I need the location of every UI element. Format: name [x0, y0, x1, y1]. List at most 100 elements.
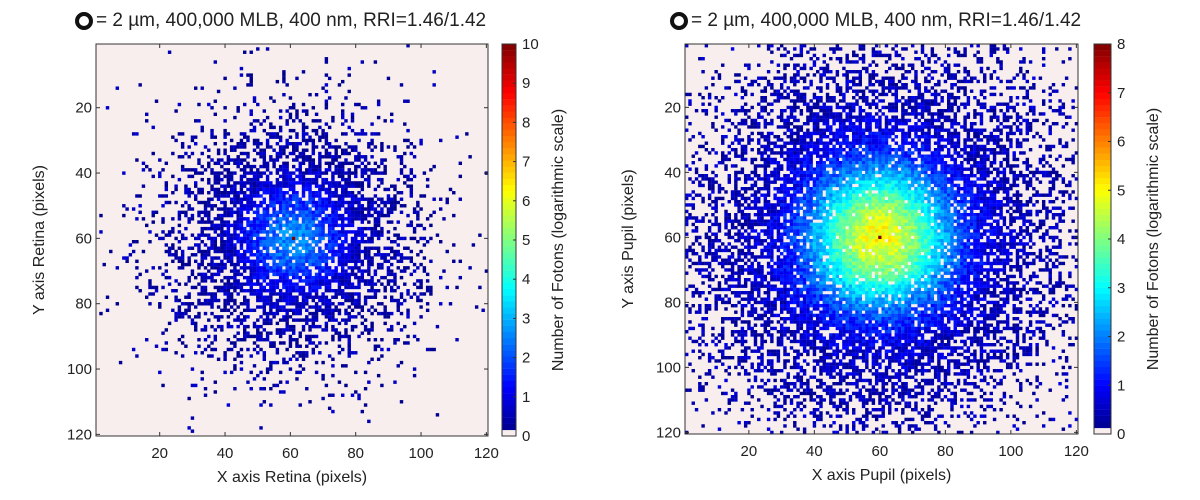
heatmap-cell — [331, 223, 335, 228]
heatmap-cell — [292, 240, 296, 244]
heatmap-cell — [878, 135, 882, 139]
heatmap-cell — [158, 305, 162, 309]
heatmap-cell — [239, 289, 244, 293]
heatmap-cell — [760, 144, 764, 149]
heatmap-cell — [282, 279, 286, 283]
heatmap-cell — [367, 266, 371, 270]
heatmap-cell — [904, 99, 908, 103]
heatmap-cell — [396, 191, 400, 195]
heatmap-cell — [416, 338, 420, 342]
heatmap-cell — [164, 295, 169, 299]
heatmap-cell — [999, 128, 1003, 132]
heatmap-cell — [331, 194, 335, 198]
heatmap-cell — [216, 197, 221, 201]
heatmap-cell — [327, 191, 332, 195]
heatmap-cell — [216, 233, 221, 237]
heatmap-cell — [386, 210, 391, 215]
heatmap-cell — [311, 230, 316, 234]
heatmap-cell — [1074, 122, 1079, 126]
heatmap-cell — [376, 373, 381, 378]
heatmap-cell — [763, 105, 768, 110]
heatmap-cell — [435, 324, 440, 329]
heatmap-cell — [292, 151, 296, 156]
heatmap-cell — [314, 262, 319, 267]
x-tick-label: 60 — [282, 445, 299, 462]
heatmap-cell — [334, 187, 338, 192]
heatmap-cell — [878, 131, 882, 136]
heatmap-cell — [943, 115, 948, 119]
heatmap-cell — [278, 295, 283, 299]
heatmap-cell — [252, 184, 257, 188]
heatmap-cell — [393, 200, 397, 205]
heatmap-cell — [223, 207, 227, 211]
heatmap-cell — [969, 76, 974, 80]
heatmap-cell — [285, 184, 289, 188]
heatmap-cell — [295, 311, 299, 316]
heatmap-cell — [187, 279, 191, 283]
heatmap-cell — [1048, 125, 1052, 129]
heatmap-cell — [390, 249, 394, 254]
heatmap-cell — [213, 230, 218, 234]
heatmap-cell — [275, 279, 280, 283]
heatmap-cell — [1015, 144, 1020, 149]
heatmap-cell — [308, 93, 312, 97]
heatmap-cell — [259, 256, 263, 260]
heatmap-cell — [766, 154, 771, 158]
heatmap-cell — [793, 115, 797, 119]
heatmap-cell — [321, 253, 325, 257]
heatmap-cell — [295, 230, 299, 234]
heatmap-cell — [285, 282, 289, 286]
heatmap-cell — [386, 246, 391, 250]
heatmap-cell — [249, 76, 253, 81]
heatmap-cell — [950, 92, 954, 97]
heatmap-cell — [256, 220, 260, 224]
heatmap-cell — [223, 285, 227, 290]
heatmap-cell — [999, 63, 1003, 67]
heatmap-cell — [256, 275, 260, 280]
heatmap-cell — [216, 266, 221, 270]
heatmap-cell — [131, 132, 136, 136]
heatmap-cell — [278, 328, 283, 332]
heatmap-cell — [243, 259, 247, 264]
heatmap-cell — [884, 105, 889, 110]
heatmap-cell — [714, 128, 718, 132]
heatmap-cell — [776, 138, 781, 142]
heatmap-cell — [835, 138, 840, 142]
heatmap-cell — [380, 253, 384, 257]
heatmap-cell — [177, 177, 182, 182]
heatmap-cell — [399, 158, 404, 162]
heatmap-cell — [920, 141, 925, 145]
heatmap-cell — [269, 132, 273, 136]
heatmap-cell — [311, 145, 316, 149]
heatmap-cell — [252, 275, 257, 280]
heatmap-cell — [688, 102, 692, 106]
heatmap-cell — [197, 161, 201, 166]
heatmap-cell — [842, 73, 846, 77]
chart-title: = 2 µm, 400,000 MLB, 400 nm, RRI=1.46/1.… — [670, 10, 1081, 32]
heatmap-cell — [311, 305, 316, 309]
heatmap-cell — [953, 50, 957, 54]
heatmap-cell — [360, 213, 365, 218]
colorbar-swatch — [502, 405, 516, 412]
heatmap-cell — [308, 184, 312, 188]
heatmap-cell — [226, 282, 231, 286]
heatmap-cell — [164, 184, 169, 188]
heatmap-cell — [825, 115, 830, 119]
heatmap-cell — [115, 86, 120, 90]
heatmap-cell — [249, 354, 253, 358]
heatmap-cell — [249, 171, 253, 175]
heatmap-cell — [399, 295, 404, 299]
heatmap-cell — [953, 99, 957, 103]
heatmap-cell — [419, 285, 423, 290]
heatmap-cell — [347, 200, 351, 205]
heatmap-cell — [865, 86, 869, 90]
heatmap-cell — [786, 125, 790, 129]
heatmap-cell — [252, 128, 257, 133]
heatmap-cell — [200, 275, 204, 280]
heatmap-cell — [960, 79, 964, 84]
heatmap-cell — [1005, 105, 1010, 110]
heatmap-cell — [947, 53, 951, 58]
heatmap-cell — [331, 308, 335, 313]
heatmap-cell — [184, 187, 188, 192]
heatmap-cell — [396, 285, 400, 290]
